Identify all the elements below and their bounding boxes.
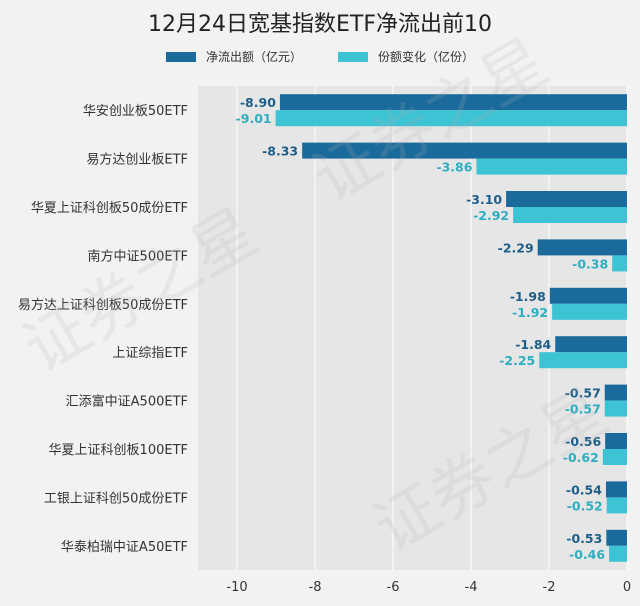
chart-title: 12月24日宽基指数ETF净流出前10 [148,12,492,37]
data-label-net-outflow: -8.90 [240,95,276,110]
category-label: 华泰柏瑞中证A50ETF [61,540,188,555]
data-label-share-change: -0.52 [567,498,603,513]
data-label-net-outflow: -8.33 [262,144,298,159]
bar-net-outflow [555,336,627,353]
bar-net-outflow [605,433,627,449]
bar-share-change [552,303,627,320]
bar-share-change [602,449,627,465]
bar-share-change [476,158,627,175]
category-label: 易方达上证科创板50成份ETF [18,297,188,313]
data-label-share-change: -0.62 [563,450,599,465]
bar-share-change [609,545,627,562]
x-tick-label: -10 [226,580,247,595]
x-tick-label: -6 [387,580,400,595]
category-label: 华夏上证科创板100ETF [49,443,188,458]
bar-net-outflow [605,481,627,498]
bar-share-change [606,497,627,514]
bar-net-outflow [506,191,627,207]
category-label: 华安创业板50ETF [83,104,188,119]
bar-share-change [513,207,627,223]
category-label: 上证综指ETF [112,346,188,361]
legend-label-net-outflow: 净流出额（亿元） [205,50,302,64]
data-label-net-outflow: -2.29 [498,240,534,255]
category-label: 汇添富中证A500ETF [66,394,188,410]
bar-share-change [604,400,627,417]
category-label: 南方中证500ETF [88,248,188,264]
data-label-share-change: -2.25 [499,353,535,368]
category-label: 工银上证科创50成份ETF [44,491,188,506]
data-label-share-change: -0.57 [565,402,601,417]
x-tick-label: 0 [623,580,631,595]
legend-item-net-outflow: 净流出额（亿元） [165,48,302,65]
legend-swatch-share-change [338,51,368,62]
bar-share-change [275,110,627,127]
bar-share-change [612,255,627,272]
x-tick-label: -8 [309,580,322,595]
legend-item-share-change: 份额变化（亿份） [338,48,474,65]
data-label-share-change: -1.92 [512,305,548,320]
category-label: 易方达创业板ETF [86,152,188,168]
data-label-net-outflow: -1.84 [515,337,551,352]
bar-net-outflow [604,384,627,401]
bar-net-outflow [302,142,627,159]
data-label-net-outflow: -1.98 [510,289,546,304]
data-label-share-change: -9.01 [236,111,272,126]
category-label: 华夏上证科创板50成份ETF [31,201,188,216]
bar-net-outflow [606,529,627,546]
chart-legend: 净流出额（亿元） 份额变化（亿份） [0,48,640,65]
x-tick-label: -4 [465,580,478,595]
legend-swatch-net-outflow [165,51,196,62]
data-label-net-outflow: -0.53 [566,531,602,546]
x-tick-label: -2 [543,580,556,595]
bar-net-outflow [537,239,627,256]
data-label-share-change: -0.38 [572,256,608,271]
data-label-net-outflow: -0.56 [565,434,601,449]
bar-net-outflow [549,287,627,304]
data-label-share-change: -3.86 [436,160,472,175]
data-label-net-outflow: -3.10 [466,192,502,207]
data-label-share-change: -2.92 [473,208,509,223]
data-label-net-outflow: -0.54 [566,482,602,497]
bar-share-change [539,352,627,369]
data-label-net-outflow: -0.57 [565,386,601,401]
legend-label-share-change: 份额变化（亿份） [378,50,475,64]
data-label-share-change: -0.46 [569,547,605,562]
bar-net-outflow [279,94,627,111]
